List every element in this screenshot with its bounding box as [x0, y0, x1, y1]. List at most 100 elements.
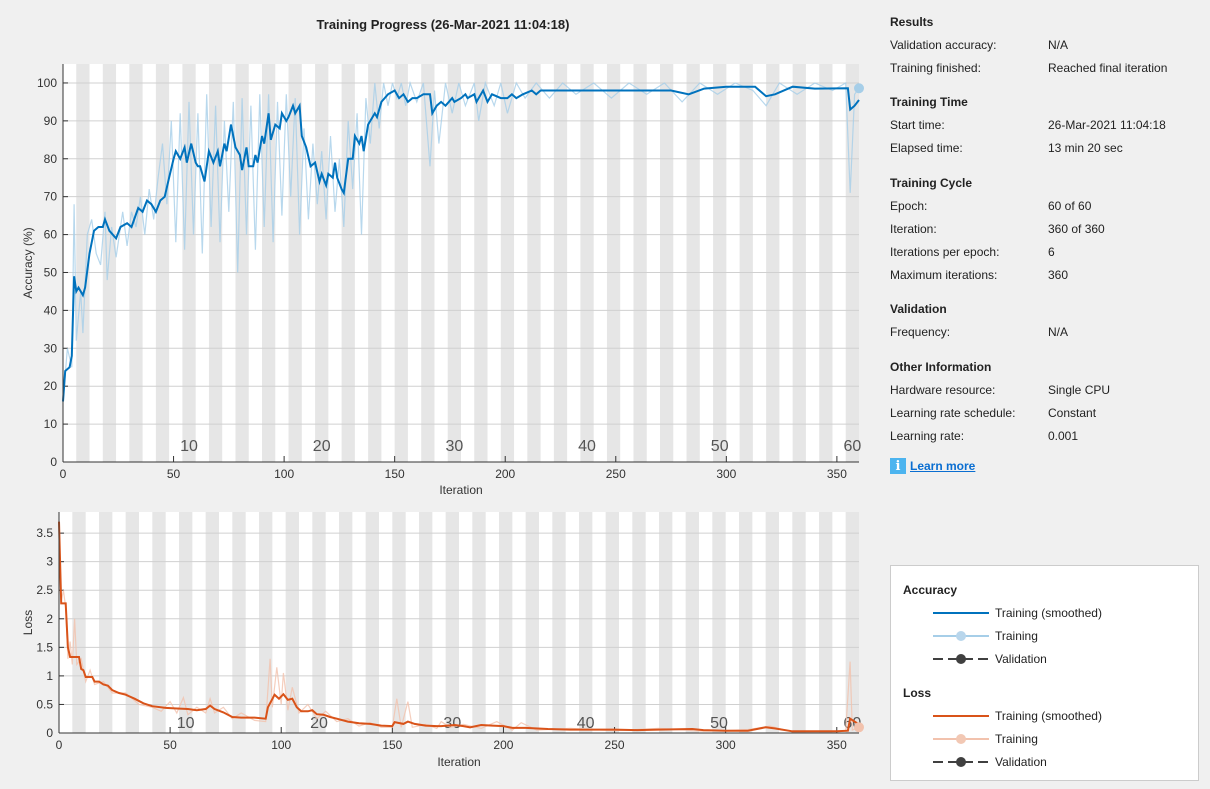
epoch-band [129, 64, 143, 462]
y-tick-label: 20 [44, 379, 58, 393]
learning-rate-schedule-label: Learning rate schedule: [890, 406, 1016, 420]
learning-rate-value: 0.001 [1048, 429, 1079, 443]
epoch-band [102, 64, 117, 462]
epoch-band [339, 512, 353, 733]
y-tick-label: 2 [46, 612, 53, 626]
epoch-band [259, 512, 273, 733]
y-tick-label: 100 [37, 76, 57, 90]
epoch-band [552, 512, 566, 733]
x-tick-label: 300 [716, 738, 736, 752]
x-tick-label: 150 [382, 738, 402, 752]
y-tick-label: 0 [50, 455, 57, 469]
epoch-band [819, 512, 833, 733]
y-tick-label: 0.5 [36, 697, 53, 711]
epoch-label: Epoch: [890, 199, 928, 213]
epoch-band [632, 512, 646, 733]
elapsed-time-label: Elapsed time: [890, 141, 963, 155]
epoch-band [232, 512, 246, 733]
x-tick-label: 50 [167, 467, 181, 481]
results-heading: Results [890, 15, 934, 29]
epoch-band [792, 512, 806, 733]
epoch-band [739, 64, 753, 462]
elapsed-time-value: 13 min 20 sec [1048, 141, 1123, 155]
epoch-label: 40 [578, 438, 596, 455]
epoch-band [288, 64, 302, 462]
training-finished-value: Reached final iteration [1048, 61, 1168, 75]
y-tick-label: 70 [44, 190, 58, 204]
x-axis-label: Iteration [437, 755, 480, 769]
x-axis-label: Iteration [439, 483, 482, 497]
epoch-band [76, 64, 90, 462]
training-cycle-heading: Training Cycle [890, 176, 973, 190]
x-tick-label: 200 [493, 738, 513, 752]
learn-more-link[interactable]: Learn more [910, 459, 976, 473]
y-tick-label: 1.5 [36, 640, 53, 654]
y-tick-label: 60 [44, 228, 58, 242]
legend-accuracy-training: Training [933, 629, 1038, 643]
final-value-marker [854, 722, 864, 733]
x-tick-label: 150 [385, 467, 405, 481]
x-tick-label: 250 [606, 467, 626, 481]
epoch-band [152, 512, 166, 733]
epoch-band [819, 64, 833, 462]
epoch-band [712, 512, 726, 733]
training-time-heading: Training Time [890, 95, 968, 109]
epoch-band [633, 64, 647, 462]
x-tick-label: 300 [716, 467, 736, 481]
epoch-band [792, 64, 806, 462]
learn-more[interactable]: i Learn more [890, 458, 975, 474]
iteration-value: 360 of 360 [1048, 222, 1105, 236]
training-series-line [62, 80, 860, 402]
training-series-line [58, 521, 860, 733]
epoch-band [605, 512, 619, 733]
y-tick-label: 3.5 [36, 526, 53, 540]
epoch-label: 50 [710, 715, 728, 732]
y-tick-label: 2.5 [36, 583, 53, 597]
y-axis-label: Accuracy (%) [21, 227, 35, 298]
x-tick-label: 200 [495, 467, 515, 481]
legend-accuracy-validation: Validation [933, 652, 1047, 666]
y-tick-label: 3 [46, 555, 53, 569]
legend-label: Training (smoothed) [995, 606, 1102, 620]
epoch-label: 30 [445, 438, 463, 455]
epoch-band [182, 64, 196, 462]
epoch-band [685, 512, 699, 733]
learning-rate-schedule-value: Constant [1048, 406, 1097, 420]
epoch-band [72, 512, 86, 733]
y-tick-label: 1 [46, 669, 53, 683]
x-tick-label: 0 [56, 738, 63, 752]
epoch-band [445, 512, 459, 733]
y-tick-label: 50 [44, 265, 58, 279]
epoch-band [235, 64, 249, 462]
epoch-band [659, 512, 673, 733]
legend-label: Training (smoothed) [995, 709, 1102, 723]
other-information-heading: Other Information [890, 360, 992, 374]
x-tick-label: 250 [605, 738, 625, 752]
y-tick-label: 30 [44, 341, 58, 355]
epoch-band [686, 64, 700, 462]
legend: Accuracy Training (smoothed) Training Va… [890, 565, 1199, 781]
epoch-label: 40 [577, 715, 595, 732]
frequency-label: Frequency: [890, 325, 951, 339]
legend-loss-validation: Validation [933, 755, 1047, 769]
validation-heading: Validation [890, 302, 947, 316]
y-tick-label: 0 [46, 726, 53, 740]
frequency-value: N/A [1048, 325, 1069, 339]
legend-loss-heading: Loss [903, 686, 932, 700]
epoch-band [419, 512, 433, 733]
maximum-iterations-label: Maximum iterations: [890, 268, 998, 282]
line-swatch-icon [933, 715, 989, 717]
epoch-band [472, 512, 486, 733]
epoch-band [315, 64, 329, 462]
iteration-label: Iteration: [890, 222, 937, 236]
x-tick-label: 350 [827, 467, 847, 481]
validation-accuracy-value: N/A [1048, 38, 1069, 52]
epoch-label: 60 [843, 438, 861, 455]
epoch-band [474, 64, 488, 462]
learning-rate-label: Learning rate: [890, 429, 965, 443]
epoch-label: 20 [310, 715, 328, 732]
start-time-value: 26-Mar-2021 11:04:18 [1048, 118, 1166, 132]
line-marker-swatch-icon [933, 631, 989, 641]
x-tick-label: 50 [163, 738, 177, 752]
